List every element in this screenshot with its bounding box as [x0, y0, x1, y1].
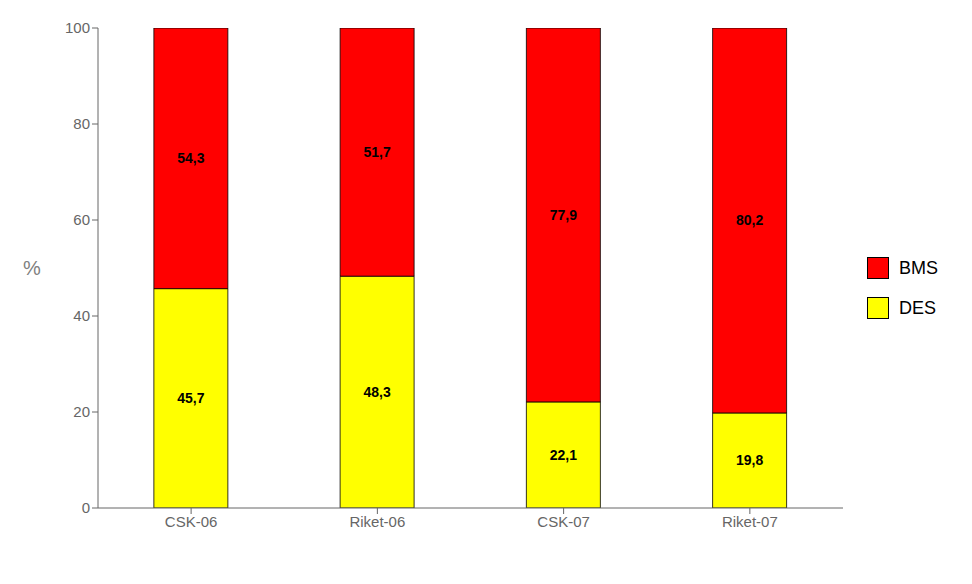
svg-text:Riket-06: Riket-06 [349, 513, 405, 530]
svg-text:22,1: 22,1 [550, 447, 577, 463]
svg-text:48,3: 48,3 [363, 384, 390, 400]
svg-text:%: % [23, 257, 41, 279]
html-text:BMS: BMS [899, 257, 938, 278]
svg-text:19,8: 19,8 [736, 452, 763, 468]
svg-text:CSK-07: CSK-07 [537, 513, 590, 530]
svg-text:40: 40 [73, 307, 90, 324]
svg-text:80: 80 [73, 115, 90, 132]
svg-text:54,3: 54,3 [177, 150, 204, 166]
svg-text:51,7: 51,7 [363, 144, 390, 160]
svg-text:20: 20 [73, 403, 90, 420]
html-text:DES: DES [899, 297, 936, 318]
svg-text:77,9: 77,9 [550, 207, 577, 223]
svg-text:Riket-07: Riket-07 [722, 513, 778, 530]
svg-text:CSK-06: CSK-06 [165, 513, 218, 530]
svg-text:80,2: 80,2 [736, 212, 763, 228]
svg-text:100: 100 [65, 19, 90, 36]
svg-text:60: 60 [73, 211, 90, 228]
svg-text:0: 0 [82, 499, 90, 516]
svg-text:45,7: 45,7 [177, 390, 204, 406]
